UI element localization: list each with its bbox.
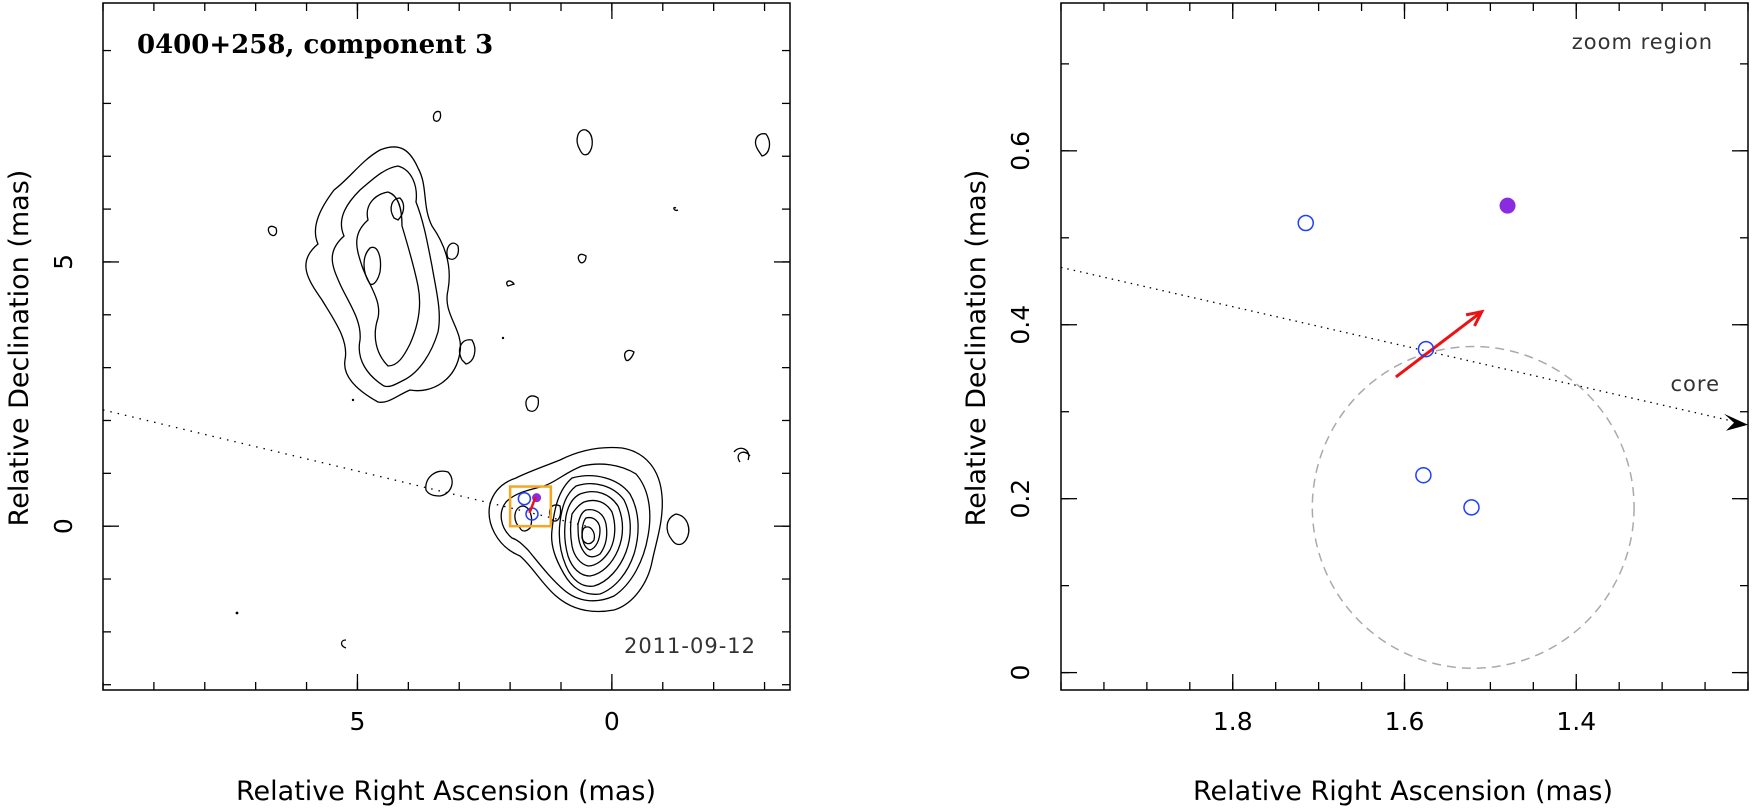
right-panel: 1.8 1.6 1.4 0 0.2 0.4 0.6 zoom region core Rel… bbox=[961, 2, 1749, 807]
right-y-axis-label: Relative Declination (mas) bbox=[961, 170, 992, 527]
core-arrow-head bbox=[1724, 413, 1748, 431]
left-y-tick-label: 0 bbox=[49, 518, 78, 534]
left-date-label: 2011-09-12 bbox=[624, 634, 756, 658]
left-component-marker bbox=[517, 491, 532, 506]
left-dynamic-layer: 5 0 5 0 bbox=[49, 2, 791, 736]
left-x-tick-label: 0 bbox=[604, 707, 620, 736]
left-x-axis-label: Relative Right Ascension (mas) bbox=[236, 776, 656, 807]
right-y-tick-label: 0.2 bbox=[1006, 479, 1035, 519]
right-dynamic-layer: 1.8 1.6 1.4 0 0.2 0.4 0.6 bbox=[1006, 2, 1749, 736]
jet-direction-line bbox=[102, 409, 587, 527]
core-direction-line bbox=[1060, 266, 1745, 425]
left-chart-title: 0400+258, component 3 bbox=[137, 30, 493, 60]
left-y-tick-label: 5 bbox=[49, 254, 78, 270]
left-panel: 5 0 5 0 0400+258, component 3 2011-09-12 Re… bbox=[4, 2, 791, 807]
left-y-axis-label: Relative Declination (mas) bbox=[4, 170, 35, 527]
right-x-tick-label: 1.6 bbox=[1385, 707, 1425, 736]
mean-position-point bbox=[1499, 197, 1516, 214]
error-circle bbox=[1311, 345, 1635, 670]
component-point bbox=[1297, 214, 1314, 232]
right-x-tick-label: 1.4 bbox=[1556, 707, 1596, 736]
left-velocity-arrow bbox=[528, 496, 537, 514]
velocity-arrow-head bbox=[1465, 309, 1485, 327]
component-point bbox=[1463, 499, 1480, 516]
component-point bbox=[1417, 340, 1435, 358]
velocity-arrow-shaft bbox=[1395, 310, 1483, 379]
right-y-tick-label: 0 bbox=[1006, 665, 1035, 681]
right-chart-title: zoom region bbox=[1572, 30, 1713, 54]
right-x-axis-label: Relative Right Ascension (mas) bbox=[1193, 776, 1613, 807]
component-point bbox=[1415, 466, 1432, 484]
left-x-tick-label: 5 bbox=[349, 707, 365, 736]
contour-map bbox=[235, 110, 771, 649]
right-y-tick-label: 0.4 bbox=[1006, 305, 1035, 345]
zoom-box bbox=[508, 485, 553, 528]
left-plot-frame bbox=[102, 2, 791, 691]
right-y-tick-label: 0.6 bbox=[1006, 131, 1035, 171]
right-x-tick-label: 1.8 bbox=[1213, 707, 1253, 736]
core-label: core bbox=[1671, 372, 1721, 396]
